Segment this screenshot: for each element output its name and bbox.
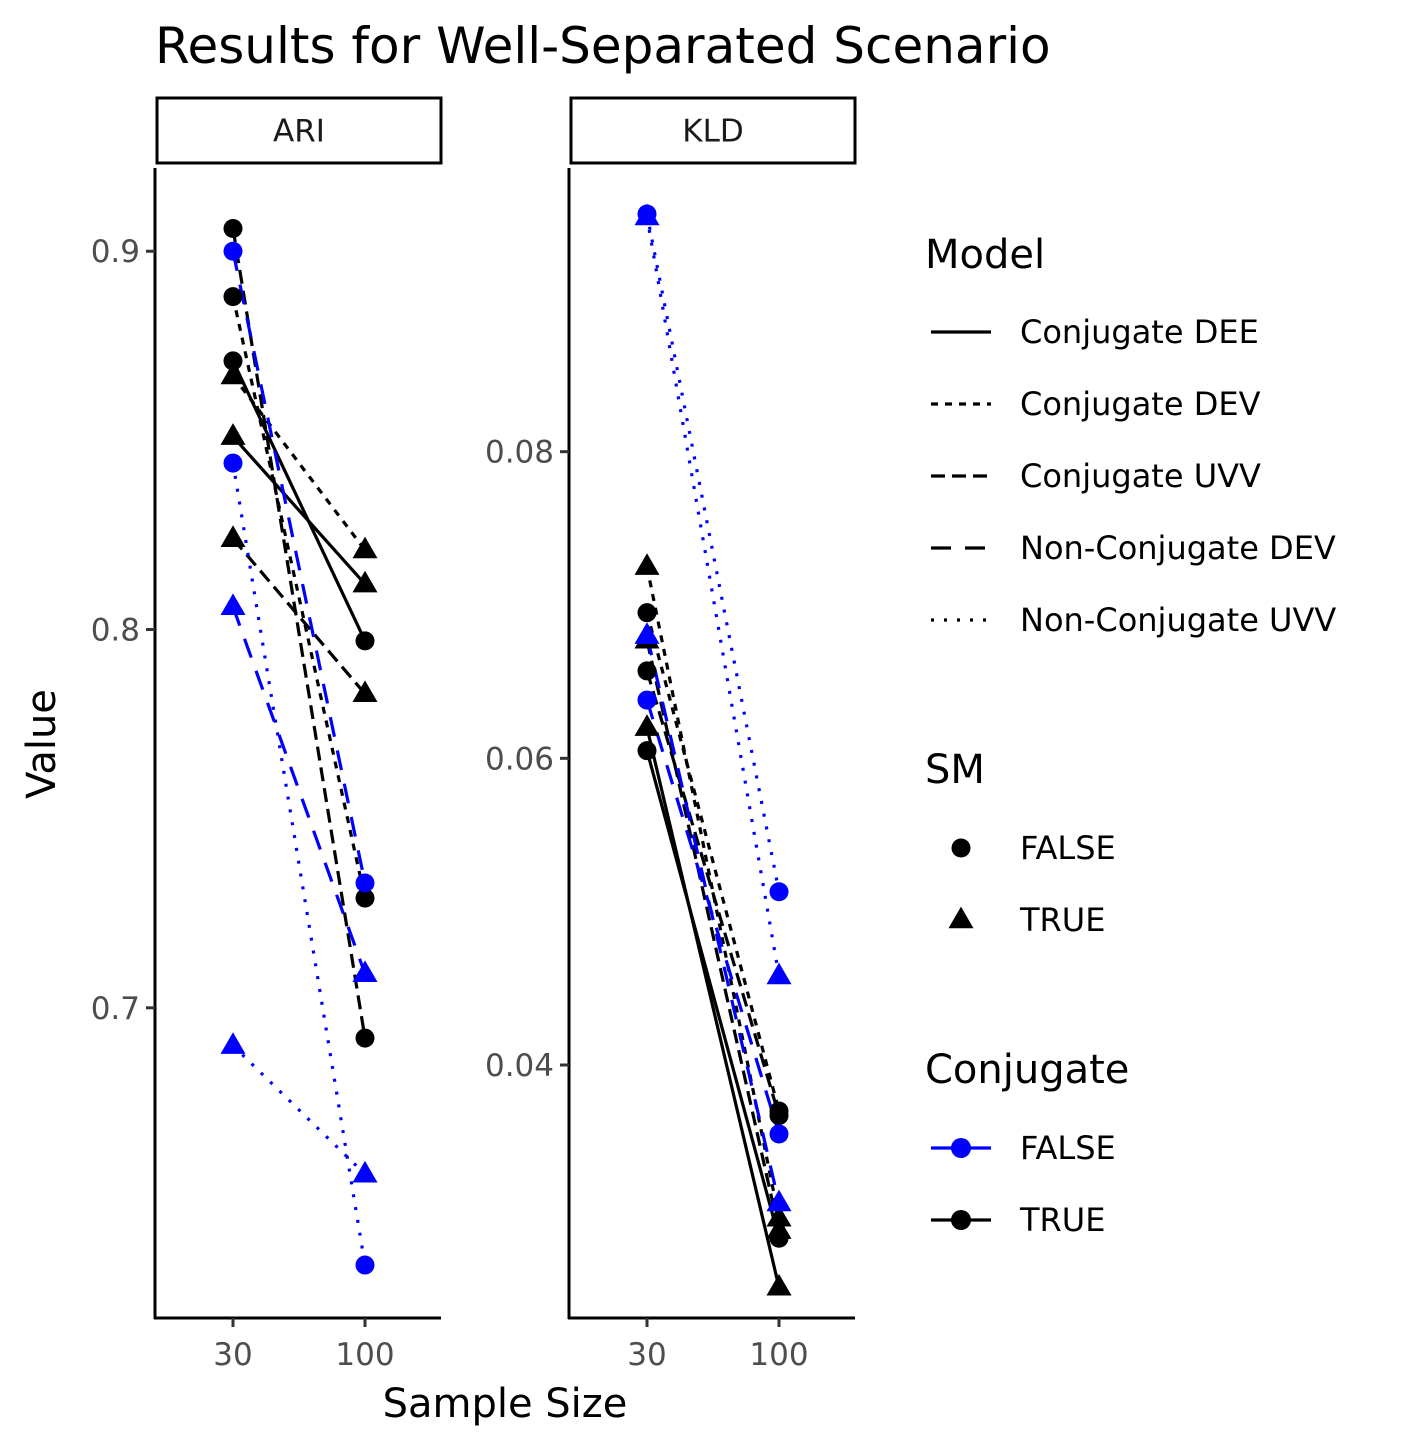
data-point-non-conjugate-uvv-sm-true-30 [634, 203, 660, 226]
data-point-non-conjugate-dev-sm-false-30 [637, 690, 657, 710]
series-line-non-conjugate-uvv-sm-false [231, 462, 367, 1266]
legend-key-conjugate-true-point [951, 1210, 971, 1230]
y-tick-label: 0.8 [91, 613, 140, 649]
series-line-conjugate-dee-sm-false [231, 360, 367, 642]
legend-label: Non-Conjugate UVV [1020, 601, 1336, 639]
panel-kld: KLD 0.04 0.06 0.08 30 100 [485, 96, 857, 1373]
data-point-conjugate-uvv-sm-true-100 [766, 1217, 792, 1239]
y-tick-label: 0.7 [91, 991, 140, 1027]
y-axis-title: Value [19, 689, 65, 799]
data-point-non-conjugate-uvv-sm-false-100 [355, 1255, 375, 1275]
panels: ARI 0.7 0.8 0.9 30 100 KLD 0.04 0.06 0.08 30 100 [91, 96, 857, 1373]
data-point-conjugate-uvv-sm-false-30 [637, 661, 657, 681]
data-point-conjugate-dev-sm-false-30 [223, 287, 243, 307]
series-line-conjugate-dev-sm-false [231, 296, 367, 899]
data-point-conjugate-dev-sm-true-30 [634, 553, 660, 575]
data-point-non-conjugate-dev-sm-false-100 [769, 1124, 789, 1144]
data-point-conjugate-dee-sm-true-30 [220, 423, 246, 445]
data-point-conjugate-dee-sm-true-30 [634, 714, 660, 736]
series-line-conjugate-uvv-sm-false [231, 228, 367, 1039]
series-line-conjugate-uvv-sm-false [645, 670, 781, 1117]
x-tick-label: 100 [749, 1337, 808, 1373]
data-point-conjugate-uvv-sm-true-100 [352, 680, 378, 703]
data-point-conjugate-dee-sm-false-30 [637, 741, 657, 761]
data-point-non-conjugate-dev-sm-false-30 [223, 241, 243, 261]
x-tick-label: 100 [335, 1337, 394, 1373]
legend-label: FALSE [1020, 1129, 1116, 1167]
data-point-conjugate-uvv-sm-true-30 [220, 525, 246, 547]
legend-label: Conjugate UVV [1020, 457, 1261, 495]
data-point-non-conjugate-uvv-sm-false-100 [769, 882, 789, 902]
legend-label: FALSE [1020, 829, 1116, 867]
series-line-non-conjugate-dev-sm-false [645, 699, 781, 1135]
data-point-conjugate-dev-sm-false-30 [637, 603, 657, 623]
y-tick-label: 0.04 [485, 1048, 554, 1084]
data-point-conjugate-dev-sm-true-100 [766, 1204, 792, 1227]
legend-label: Conjugate DEE [1020, 313, 1259, 351]
data-point-conjugate-dev-sm-true-100 [352, 536, 378, 559]
data-point-conjugate-dee-sm-false-30 [223, 351, 243, 371]
strip-label: ARI [273, 114, 325, 150]
x-tick-label: 30 [213, 1337, 252, 1373]
data-point-conjugate-dev-sm-true-30 [220, 362, 246, 385]
data-point-non-conjugate-uvv-sm-true-100 [352, 1160, 378, 1183]
chart-title: Results for Well-Separated Scenario [155, 17, 1051, 75]
series-line-non-conjugate-dev-sm-false [231, 250, 367, 884]
legend-key-sm-false [951, 838, 971, 858]
data-point-non-conjugate-uvv-sm-true-100 [766, 962, 792, 985]
strip-box [569, 96, 857, 165]
legend-title-conjugate: Conjugate [925, 1047, 1129, 1093]
legend-label: Non-Conjugate DEV [1020, 529, 1336, 567]
series-line-conjugate-uvv-sm-true [231, 537, 367, 695]
series-line-conjugate-dev-sm-true [231, 375, 367, 552]
data-point-non-conjugate-uvv-sm-false-30 [223, 453, 243, 473]
data-point-non-conjugate-dev-sm-true-30 [634, 622, 660, 644]
legend-key-conjugate-false-point [951, 1138, 971, 1158]
data-point-conjugate-uvv-sm-false-100 [355, 1028, 375, 1048]
series-line-non-conjugate-uvv-sm-true [231, 1044, 367, 1176]
x-tick-label: 30 [627, 1337, 666, 1373]
series-line-non-conjugate-dev-sm-true [231, 606, 367, 975]
y-tick-label: 0.06 [485, 741, 554, 777]
data-point-non-conjugate-dev-sm-false-100 [355, 873, 375, 893]
x-axis-title: Sample Size [383, 1381, 628, 1427]
legend: Model Conjugate DEE Conjugate DEV Conjugate… [925, 232, 1336, 1239]
data-point-non-conjugate-dev-sm-true-100 [352, 960, 378, 982]
series-line-conjugate-dee-sm-true [231, 435, 367, 586]
series-line-non-conjugate-dev-sm-true [645, 635, 781, 1204]
strip-label: KLD [682, 114, 743, 150]
y-tick-label: 0.08 [485, 435, 554, 471]
data-point-conjugate-uvv-sm-false-30 [223, 219, 243, 239]
series-line-conjugate-dev-sm-false [645, 612, 781, 1112]
data-point-non-conjugate-dev-sm-true-100 [766, 1189, 792, 1212]
legend-label: Conjugate DEV [1020, 385, 1261, 423]
legend-label: TRUE [1019, 1201, 1105, 1239]
y-tick-label: 0.9 [91, 234, 140, 270]
legend-label: TRUE [1019, 901, 1105, 939]
data-point-non-conjugate-dev-sm-true-30 [220, 593, 246, 616]
legend-key-sm-true [948, 906, 974, 929]
data-point-conjugate-dev-sm-false-100 [355, 888, 375, 908]
legend-title-sm: SM [925, 747, 985, 793]
data-point-conjugate-uvv-sm-false-100 [769, 1106, 789, 1126]
panel-ari: ARI 0.7 0.8 0.9 30 100 [91, 96, 443, 1373]
data-point-non-conjugate-uvv-sm-true-30 [220, 1032, 246, 1054]
data-point-conjugate-dee-sm-false-100 [355, 631, 375, 651]
legend-model [931, 330, 991, 622]
data-point-conjugate-dee-sm-true-100 [352, 570, 378, 593]
series-line-conjugate-dee-sm-false [645, 750, 781, 1239]
series-line-conjugate-dee-sm-true [645, 727, 781, 1288]
series-line-non-conjugate-uvv-sm-false [645, 213, 781, 893]
legend-title-model: Model [925, 232, 1045, 278]
series-line-conjugate-uvv-sm-true [645, 639, 781, 1231]
strip-box [155, 96, 443, 165]
data-point-conjugate-dee-sm-true-100 [766, 1273, 792, 1296]
